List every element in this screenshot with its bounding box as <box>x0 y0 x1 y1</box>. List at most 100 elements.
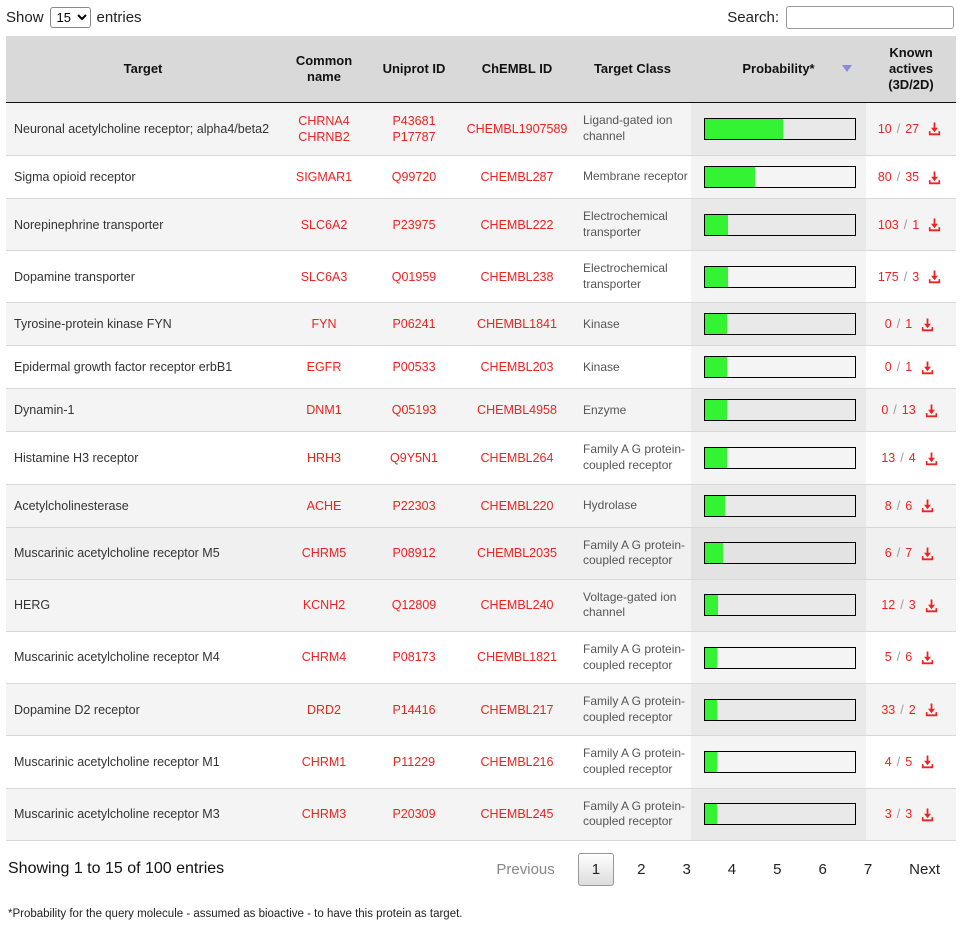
common-name-link[interactable]: SLC6A3 <box>300 269 348 284</box>
chembl-id-link[interactable]: CHEMBL217 <box>480 702 554 717</box>
download-icon[interactable] <box>920 754 935 769</box>
next-page-button[interactable]: Next <box>909 860 940 878</box>
uniprot-id-link[interactable]: P23975 <box>392 217 436 232</box>
common-name-link[interactable]: CHRM1 <box>301 754 347 769</box>
page-button-4[interactable]: 4 <box>727 860 737 878</box>
chembl-id-link[interactable]: CHEMBL287 <box>480 169 554 184</box>
download-icon[interactable] <box>927 217 942 232</box>
common-name-link[interactable]: CHRM3 <box>301 807 347 822</box>
page-button-2[interactable]: 2 <box>637 860 646 878</box>
page-length-select[interactable]: 15 <box>49 6 91 28</box>
known-actives-cell: 12 / 3 <box>866 579 956 633</box>
target-name: Dopamine transporter <box>6 250 280 304</box>
chembl-id-link[interactable]: CHEMBL203 <box>480 360 554 375</box>
common-name-link[interactable]: CHRNA4 <box>298 113 350 128</box>
actives-2d-count: 35 <box>905 169 920 184</box>
uniprot-id-link[interactable]: P14416 <box>392 702 436 717</box>
actives-2d-count: 6 <box>905 650 913 665</box>
download-icon[interactable] <box>924 598 939 613</box>
table-row: Tyrosine-protein kinase FYN FYN P06241 C… <box>6 302 956 347</box>
previous-page-button[interactable]: Previous <box>496 860 555 878</box>
chembl-id-link[interactable]: CHEMBL216 <box>480 754 554 769</box>
download-icon[interactable] <box>927 121 942 136</box>
common-name-link[interactable]: CHRNB2 <box>298 129 350 144</box>
actives-2d-count: 1 <box>912 217 920 232</box>
common-name-link[interactable]: DRD2 <box>306 702 342 717</box>
download-icon[interactable] <box>920 807 935 822</box>
chembl-id-cell: CHEMBL216 <box>460 735 574 789</box>
download-icon[interactable] <box>920 650 935 665</box>
chembl-id-link[interactable]: CHEMBL1907589 <box>466 121 568 136</box>
common-name-link[interactable]: CHRM5 <box>301 546 347 561</box>
common-name-link[interactable]: SIGMAR1 <box>295 169 353 184</box>
col-header-target-class[interactable]: Target Class <box>574 36 691 103</box>
common-name-link[interactable]: KCNH2 <box>302 598 346 613</box>
uniprot-id-link[interactable]: P08912 <box>392 546 436 561</box>
col-header-probability[interactable]: Probability* <box>691 36 866 103</box>
download-icon[interactable] <box>927 170 942 185</box>
col-header-known-actives[interactable]: Known actives (3D/2D) <box>866 36 956 103</box>
download-icon[interactable] <box>924 403 939 418</box>
uniprot-id-link[interactable]: P20309 <box>392 807 436 822</box>
known-actives-cell: 175 / 3 <box>866 250 956 304</box>
download-icon[interactable] <box>927 269 942 284</box>
actives-3d-count: 33 <box>881 702 896 717</box>
common-name-cell: FYN <box>280 302 368 347</box>
col-header-uniprot-id[interactable]: Uniprot ID <box>368 36 460 103</box>
target-class: Family A G protein-coupled receptor <box>574 735 691 789</box>
common-name-link[interactable]: EGFR <box>306 360 342 375</box>
chembl-id-link[interactable]: CHEMBL4958 <box>477 403 557 418</box>
download-icon[interactable] <box>924 451 939 466</box>
page-button-7[interactable]: 7 <box>863 860 873 878</box>
download-icon[interactable] <box>920 317 935 332</box>
uniprot-id-link[interactable]: P00533 <box>392 360 436 375</box>
uniprot-id-link[interactable]: P43681 <box>392 113 436 128</box>
uniprot-id-link[interactable]: Q01959 <box>391 269 437 284</box>
page-button-1[interactable]: 1 <box>577 852 615 886</box>
page-button-5[interactable]: 5 <box>773 860 782 878</box>
uniprot-id-link[interactable]: Q12809 <box>391 598 437 613</box>
uniprot-id-link[interactable]: P08173 <box>392 650 436 665</box>
actives-2d-count: 13 <box>901 403 916 418</box>
page-button-6[interactable]: 6 <box>818 860 827 878</box>
search-label: Search: <box>727 8 779 26</box>
common-name-link[interactable]: FYN <box>311 317 337 332</box>
uniprot-id-link[interactable]: P11229 <box>392 754 436 769</box>
chembl-id-link[interactable]: CHEMBL1841 <box>477 317 557 332</box>
header-row: Target Common name Uniprot ID ChEMBL ID … <box>6 36 956 103</box>
download-icon[interactable] <box>920 498 935 513</box>
common-name-link[interactable]: ACHE <box>306 498 342 513</box>
target-name: Histamine H3 receptor <box>6 431 280 485</box>
known-actives-cell: 0 / 13 <box>866 388 956 433</box>
col-header-common-name[interactable]: Common name <box>280 36 368 103</box>
download-icon[interactable] <box>920 546 935 561</box>
sort-desc-icon <box>842 64 852 72</box>
common-name-link[interactable]: DNM1 <box>306 403 342 418</box>
col-header-target[interactable]: Target <box>6 36 280 103</box>
uniprot-id-link[interactable]: P17787 <box>392 129 436 144</box>
uniprot-id-link[interactable]: Q05193 <box>391 403 437 418</box>
uniprot-id-link[interactable]: Q99720 <box>391 169 437 184</box>
probability-cell <box>691 484 866 528</box>
common-name-link[interactable]: CHRM4 <box>301 650 347 665</box>
search-input[interactable] <box>786 5 954 29</box>
chembl-id-link[interactable]: CHEMBL222 <box>480 217 554 232</box>
chembl-id-link[interactable]: CHEMBL238 <box>480 269 554 284</box>
download-icon[interactable] <box>920 360 935 375</box>
probability-bar-fill <box>705 266 728 287</box>
page-button-3[interactable]: 3 <box>682 860 691 878</box>
col-header-chembl-id[interactable]: ChEMBL ID <box>460 36 574 103</box>
common-name-link[interactable]: HRH3 <box>306 450 342 465</box>
uniprot-id-link[interactable]: P06241 <box>392 317 436 332</box>
download-icon[interactable] <box>924 702 939 717</box>
chembl-id-link[interactable]: CHEMBL1821 <box>477 650 557 665</box>
uniprot-id-link[interactable]: Q9Y5N1 <box>390 450 438 465</box>
chembl-id-link[interactable]: CHEMBL2035 <box>477 546 557 561</box>
chembl-id-link[interactable]: CHEMBL240 <box>480 598 554 613</box>
chembl-id-link[interactable]: CHEMBL245 <box>480 807 554 822</box>
common-name-link[interactable]: SLC6A2 <box>300 217 348 232</box>
chembl-id-link[interactable]: CHEMBL220 <box>480 498 554 513</box>
uniprot-id-link[interactable]: P22303 <box>392 498 436 513</box>
probability-bar <box>704 803 856 826</box>
chembl-id-link[interactable]: CHEMBL264 <box>480 450 554 465</box>
